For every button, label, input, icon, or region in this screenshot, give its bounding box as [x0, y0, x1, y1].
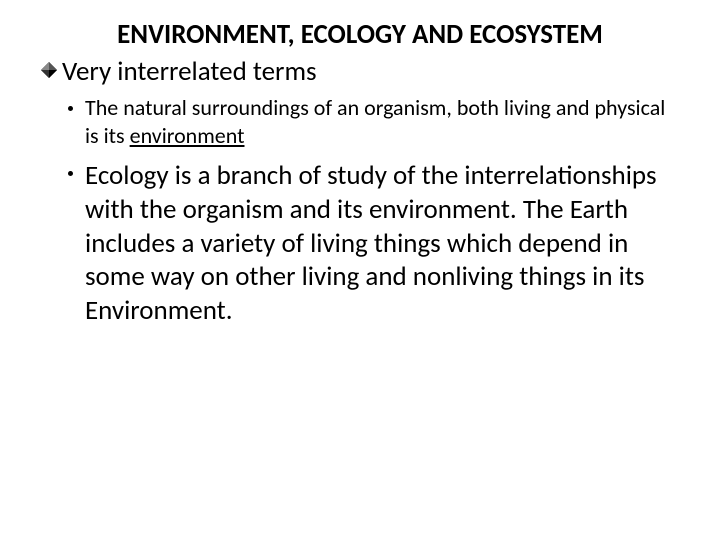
- dot-bullet-icon: [68, 106, 73, 111]
- diamond-bullet-icon: [40, 61, 58, 79]
- bullet-1-text: The natural surroundings of an organism,…: [85, 94, 680, 149]
- subtitle-text: Very interrelated terms: [62, 55, 317, 88]
- bullet-2-text: Ecology is a branch of study of the inte…: [85, 159, 680, 328]
- list-item: The natural surroundings of an organism,…: [40, 94, 680, 149]
- slide-title: ENVIRONMENT, ECOLOGY AND ECOSYSTEM: [40, 18, 680, 51]
- list-item: Ecology is a branch of study of the inte…: [40, 159, 680, 328]
- bullet-1-underlined: environment: [130, 122, 245, 149]
- dot-bullet-icon: [68, 171, 73, 176]
- bullet-list: The natural surroundings of an organism,…: [40, 94, 680, 328]
- subtitle-line: Very interrelated terms: [40, 55, 680, 88]
